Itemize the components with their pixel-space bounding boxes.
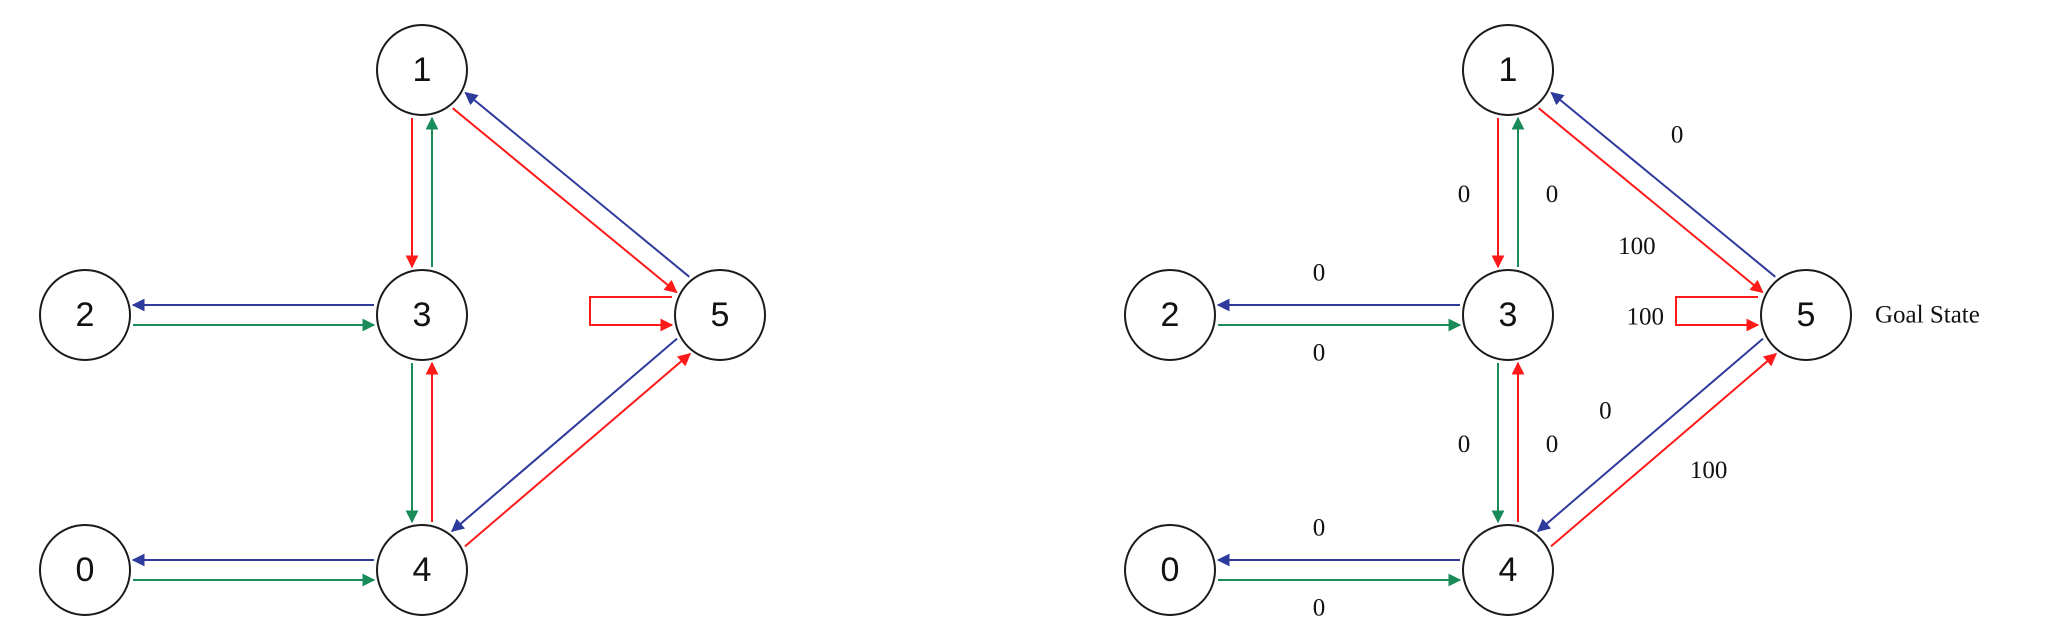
left-state-diagram: 0 1 2 3 4 5 (39, 24, 766, 616)
right-node-0: 0 (1124, 524, 1216, 616)
right-node-label-1: 1 (1499, 51, 1518, 89)
left-node-label-1: 1 (413, 51, 432, 89)
left-edge-4-5 (464, 352, 692, 548)
left-node-label-3: 3 (413, 296, 432, 334)
left-node-circle-4 (376, 524, 468, 616)
left-node-0: 0 (39, 524, 131, 616)
right-node-label-3: 3 (1499, 296, 1518, 334)
left-nodes: 0 1 2 3 4 5 (39, 24, 766, 616)
left-self-loop-5 (589, 296, 674, 332)
left-node-label-5: 5 (711, 296, 730, 334)
edge-label-0-4: 0 (1313, 595, 1326, 622)
left-node-circle-0 (39, 524, 131, 616)
left-node-circle-2 (39, 269, 131, 361)
right-node-circle-0 (1124, 524, 1216, 616)
edge-label-2-3: 0 (1313, 340, 1326, 367)
right-node-2: 2 (1124, 269, 1216, 361)
edge-label-4-0: 0 (1313, 515, 1326, 542)
left-node-label-4: 4 (413, 551, 432, 589)
edge-label-5-4: 0 (1599, 398, 1612, 425)
edge-label-4-3: 0 (1546, 431, 1559, 458)
right-edges (1216, 91, 1778, 587)
right-node-label-2: 2 (1161, 296, 1180, 334)
right-edge-1-5 (1538, 107, 1764, 294)
left-node-3: 3 (376, 269, 468, 361)
right-edge-4-5 (1550, 352, 1778, 548)
left-edge-5-4 (450, 337, 678, 533)
left-edges (131, 91, 692, 587)
right-node-4: 4 (1462, 524, 1554, 616)
right-edge-5-1 (1550, 91, 1776, 278)
right-node-label-0: 0 (1161, 551, 1180, 589)
right-node-label-5: 5 (1797, 296, 1816, 334)
right-node-circle-4 (1462, 524, 1554, 616)
edge-label-5-5: 100 (1627, 304, 1665, 331)
goal-state-label: Goal State (1875, 302, 1980, 329)
edge-label-3-2: 0 (1313, 260, 1326, 287)
right-nodes: 0 1 2 3 4 5 (1124, 24, 1852, 616)
left-node-label-2: 2 (76, 296, 95, 334)
left-node-5: 5 (674, 269, 766, 361)
right-node-3: 3 (1462, 269, 1554, 361)
right-edge-labels: 0 0 100 0 0 0 0 0 0 0 100 0 100 (1313, 121, 1728, 621)
edge-label-3-1: 0 (1546, 181, 1559, 208)
edge-label-1-3: 0 (1458, 181, 1471, 208)
right-reward-diagram: 0 0 100 0 0 0 0 0 0 0 100 0 100 0 1 2 3 4 5 Goal State (1124, 24, 1980, 622)
left-node-4: 4 (376, 524, 468, 616)
left-node-circle-1 (376, 24, 468, 116)
left-node-1: 1 (376, 24, 468, 116)
right-node-5: 5 (1760, 269, 1852, 361)
edge-label-1-5: 100 (1618, 233, 1656, 260)
right-node-1: 1 (1462, 24, 1554, 116)
left-edge-1-5 (452, 107, 678, 294)
left-node-label-0: 0 (76, 551, 95, 589)
right-node-circle-1 (1462, 24, 1554, 116)
right-self-loop-5 (1675, 296, 1760, 332)
edge-label-3-4: 0 (1458, 431, 1471, 458)
right-node-circle-2 (1124, 269, 1216, 361)
edge-label-4-5: 100 (1690, 457, 1728, 484)
right-edge-5-4 (1536, 337, 1764, 533)
right-node-circle-5 (1760, 269, 1852, 361)
right-node-label-4: 4 (1499, 551, 1518, 589)
left-node-circle-3 (376, 269, 468, 361)
edge-label-5-1: 0 (1671, 121, 1684, 148)
right-node-circle-3 (1462, 269, 1554, 361)
left-node-circle-5 (674, 269, 766, 361)
left-node-2: 2 (39, 269, 131, 361)
left-edge-5-1 (464, 91, 690, 278)
